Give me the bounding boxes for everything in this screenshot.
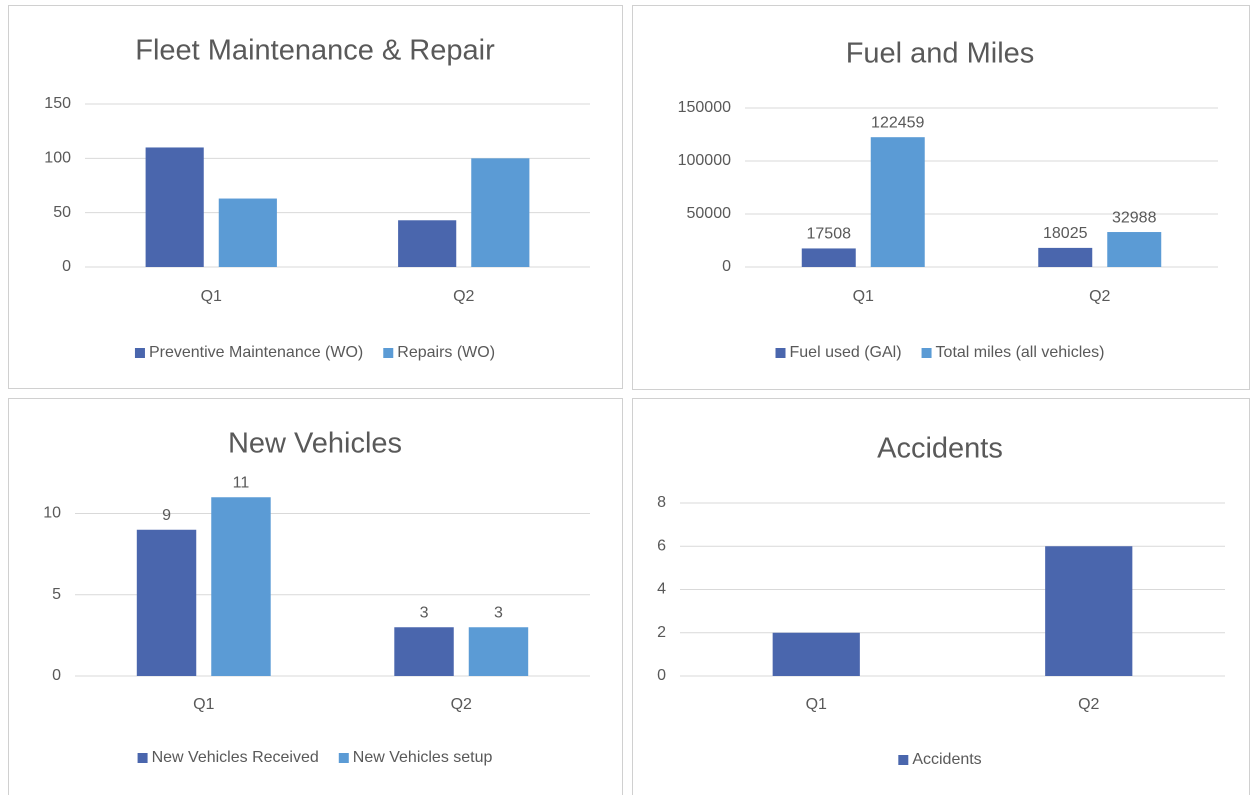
y-tick-label: 100000: [678, 152, 731, 169]
bar: [136, 529, 197, 676]
bar: [471, 158, 530, 267]
bar: [1107, 232, 1162, 267]
bar: [772, 632, 860, 676]
bar: [870, 137, 925, 267]
panel-frame: [632, 5, 1250, 390]
legend-label: Repairs (WO): [397, 344, 495, 361]
legend-swatch: [338, 753, 349, 763]
panel-frame: [8, 398, 623, 795]
y-tick-label: 0: [722, 258, 731, 275]
legend-swatch: [134, 348, 145, 358]
bar: [398, 220, 457, 267]
panel-frame: [632, 398, 1250, 795]
data-label: 3: [420, 604, 429, 621]
y-tick-label: 150000: [678, 99, 731, 116]
data-label: 3: [494, 604, 503, 621]
bar: [145, 147, 204, 267]
legend-swatch: [921, 348, 932, 358]
legend-label: Accidents: [912, 751, 981, 768]
legend-label: New Vehicles Received: [152, 749, 319, 766]
legend-swatch: [383, 348, 394, 358]
data-label: 32988: [1112, 209, 1157, 226]
y-tick-label: 50000: [687, 205, 732, 222]
legend-label: New Vehicles setup: [353, 749, 493, 766]
y-tick-label: 150: [44, 95, 71, 112]
y-tick-label: 2: [657, 624, 666, 641]
x-tick-label: Q2: [451, 696, 472, 713]
x-tick-label: Q1: [853, 288, 874, 305]
y-tick-label: 5: [52, 586, 61, 603]
x-tick-label: Q1: [193, 696, 214, 713]
data-label: 9: [162, 507, 171, 524]
y-tick-label: 100: [44, 150, 71, 167]
bar: [1045, 546, 1133, 676]
x-tick-label: Q2: [453, 288, 474, 305]
bar: [468, 627, 529, 676]
legend-label: Preventive Maintenance (WO): [149, 344, 363, 361]
bar: [801, 248, 856, 267]
chart-title: Accidents: [877, 433, 1003, 465]
x-tick-label: Q2: [1089, 288, 1110, 305]
y-tick-label: 0: [52, 667, 61, 684]
legend-label: Total miles (all vehicles): [936, 344, 1105, 361]
legend-swatch: [775, 348, 786, 358]
y-tick-label: 4: [657, 581, 666, 598]
chart-title: Fleet Maintenance & Repair: [135, 35, 495, 67]
data-label: 17508: [807, 226, 852, 243]
bar: [218, 198, 277, 267]
bar: [394, 627, 454, 676]
y-tick-label: 6: [657, 537, 666, 554]
chart-title: New Vehicles: [228, 428, 402, 460]
bar: [1038, 247, 1093, 267]
chart-title: Fuel and Miles: [846, 38, 1035, 70]
y-tick-label: 50: [53, 204, 71, 221]
panel-frame: [8, 5, 623, 389]
bar: [211, 497, 271, 676]
x-tick-label: Q1: [201, 288, 222, 305]
y-tick-label: 8: [657, 494, 666, 511]
data-label: 18025: [1043, 225, 1088, 242]
data-label: 11: [233, 474, 250, 491]
legend-label: Fuel used (GAl): [790, 344, 902, 361]
data-label: 122459: [871, 114, 924, 131]
x-tick-label: Q2: [1078, 696, 1099, 713]
x-tick-label: Q1: [806, 696, 827, 713]
legend-swatch: [137, 753, 148, 763]
y-tick-label: 0: [657, 667, 666, 684]
legend-swatch: [898, 755, 909, 765]
y-tick-label: 0: [62, 258, 71, 275]
y-tick-label: 10: [43, 505, 61, 522]
